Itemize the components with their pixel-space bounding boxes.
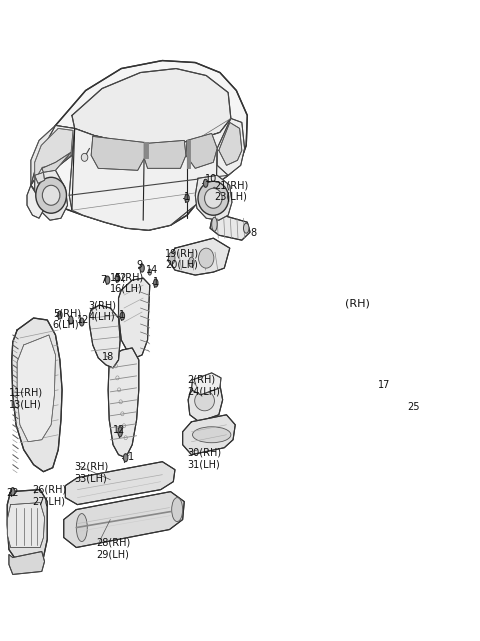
Ellipse shape bbox=[115, 274, 120, 282]
Text: 3(RH)
4(LH): 3(RH) 4(LH) bbox=[88, 300, 116, 322]
Polygon shape bbox=[31, 126, 75, 185]
Ellipse shape bbox=[213, 187, 216, 194]
Ellipse shape bbox=[172, 497, 183, 522]
Polygon shape bbox=[89, 305, 120, 368]
Text: 14: 14 bbox=[146, 265, 158, 275]
Polygon shape bbox=[31, 60, 247, 230]
Ellipse shape bbox=[192, 427, 231, 443]
Polygon shape bbox=[108, 348, 139, 458]
Ellipse shape bbox=[195, 391, 215, 411]
Text: 11(RH)
13(LH): 11(RH) 13(LH) bbox=[9, 388, 43, 410]
Polygon shape bbox=[195, 176, 232, 221]
Polygon shape bbox=[378, 395, 409, 447]
Polygon shape bbox=[35, 128, 73, 180]
Ellipse shape bbox=[148, 269, 151, 275]
Polygon shape bbox=[186, 133, 217, 169]
Ellipse shape bbox=[80, 318, 84, 326]
Polygon shape bbox=[7, 503, 45, 547]
Text: 12: 12 bbox=[77, 315, 90, 325]
Polygon shape bbox=[35, 169, 68, 221]
Polygon shape bbox=[219, 122, 242, 165]
Polygon shape bbox=[217, 119, 245, 176]
Ellipse shape bbox=[69, 316, 73, 324]
Ellipse shape bbox=[123, 454, 128, 462]
Text: 18: 18 bbox=[102, 352, 114, 362]
Ellipse shape bbox=[140, 264, 144, 272]
Ellipse shape bbox=[42, 185, 60, 205]
Text: 17: 17 bbox=[378, 380, 390, 390]
Text: 22: 22 bbox=[6, 488, 19, 497]
Text: 25: 25 bbox=[408, 402, 420, 412]
Polygon shape bbox=[192, 373, 221, 395]
Polygon shape bbox=[31, 126, 75, 185]
Polygon shape bbox=[69, 119, 236, 230]
Polygon shape bbox=[354, 328, 372, 428]
Ellipse shape bbox=[168, 252, 175, 264]
Text: 1: 1 bbox=[153, 277, 159, 287]
Polygon shape bbox=[168, 238, 230, 275]
Polygon shape bbox=[17, 335, 56, 442]
Polygon shape bbox=[65, 462, 175, 504]
Text: 2(RH)
24(LH): 2(RH) 24(LH) bbox=[187, 375, 220, 397]
Polygon shape bbox=[348, 315, 378, 450]
Polygon shape bbox=[379, 442, 405, 465]
Polygon shape bbox=[64, 492, 184, 547]
Text: 21(RH)
23(LH): 21(RH) 23(LH) bbox=[215, 180, 249, 202]
Text: 30(RH)
31(LH): 30(RH) 31(LH) bbox=[187, 447, 221, 469]
Polygon shape bbox=[119, 278, 150, 358]
Polygon shape bbox=[72, 69, 231, 146]
Text: 26(RH)
27(LH): 26(RH) 27(LH) bbox=[33, 485, 67, 506]
Polygon shape bbox=[210, 215, 250, 240]
Polygon shape bbox=[35, 172, 45, 183]
Ellipse shape bbox=[198, 181, 228, 215]
Ellipse shape bbox=[81, 153, 88, 162]
Ellipse shape bbox=[185, 194, 189, 203]
Polygon shape bbox=[7, 490, 47, 562]
Polygon shape bbox=[91, 137, 144, 171]
Ellipse shape bbox=[118, 427, 122, 437]
Polygon shape bbox=[187, 140, 190, 169]
Ellipse shape bbox=[120, 312, 124, 320]
Polygon shape bbox=[42, 153, 71, 172]
Ellipse shape bbox=[243, 223, 249, 233]
Text: 8: 8 bbox=[250, 228, 256, 238]
Polygon shape bbox=[188, 380, 223, 422]
Ellipse shape bbox=[106, 276, 110, 284]
Polygon shape bbox=[144, 142, 147, 158]
Text: 15(RH)
16(LH): 15(RH) 16(LH) bbox=[110, 272, 144, 294]
Ellipse shape bbox=[189, 257, 194, 267]
Text: 1: 1 bbox=[119, 310, 125, 320]
Ellipse shape bbox=[204, 179, 208, 187]
Text: 7: 7 bbox=[100, 275, 107, 285]
Text: 5(RH)
6(LH): 5(RH) 6(LH) bbox=[53, 308, 81, 329]
Text: 19(RH)
20(LH): 19(RH) 20(LH) bbox=[165, 248, 199, 270]
Ellipse shape bbox=[385, 408, 400, 432]
Ellipse shape bbox=[154, 279, 158, 287]
Ellipse shape bbox=[76, 513, 87, 542]
Text: 10: 10 bbox=[204, 174, 217, 185]
Polygon shape bbox=[144, 140, 186, 169]
Polygon shape bbox=[183, 415, 235, 454]
Ellipse shape bbox=[36, 178, 66, 213]
Text: 9: 9 bbox=[137, 260, 143, 270]
Ellipse shape bbox=[11, 488, 15, 495]
Text: 28(RH)
29(LH): 28(RH) 29(LH) bbox=[96, 538, 131, 559]
Polygon shape bbox=[9, 551, 45, 574]
Ellipse shape bbox=[58, 311, 62, 319]
Text: 12: 12 bbox=[115, 273, 127, 283]
Polygon shape bbox=[12, 318, 62, 472]
Polygon shape bbox=[27, 185, 44, 218]
Text: (RH): (RH) bbox=[345, 298, 370, 308]
Ellipse shape bbox=[199, 248, 214, 268]
Ellipse shape bbox=[204, 188, 222, 208]
Text: 1: 1 bbox=[128, 452, 134, 462]
Ellipse shape bbox=[212, 217, 217, 231]
Text: 32(RH)
33(LH): 32(RH) 33(LH) bbox=[75, 462, 109, 483]
Text: 1: 1 bbox=[184, 192, 191, 203]
Text: 12: 12 bbox=[113, 425, 125, 435]
